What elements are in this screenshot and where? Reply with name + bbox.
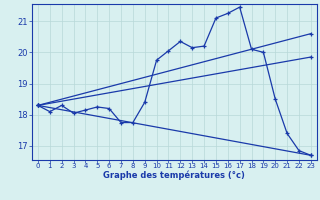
X-axis label: Graphe des températures (°c): Graphe des températures (°c)	[103, 171, 245, 180]
